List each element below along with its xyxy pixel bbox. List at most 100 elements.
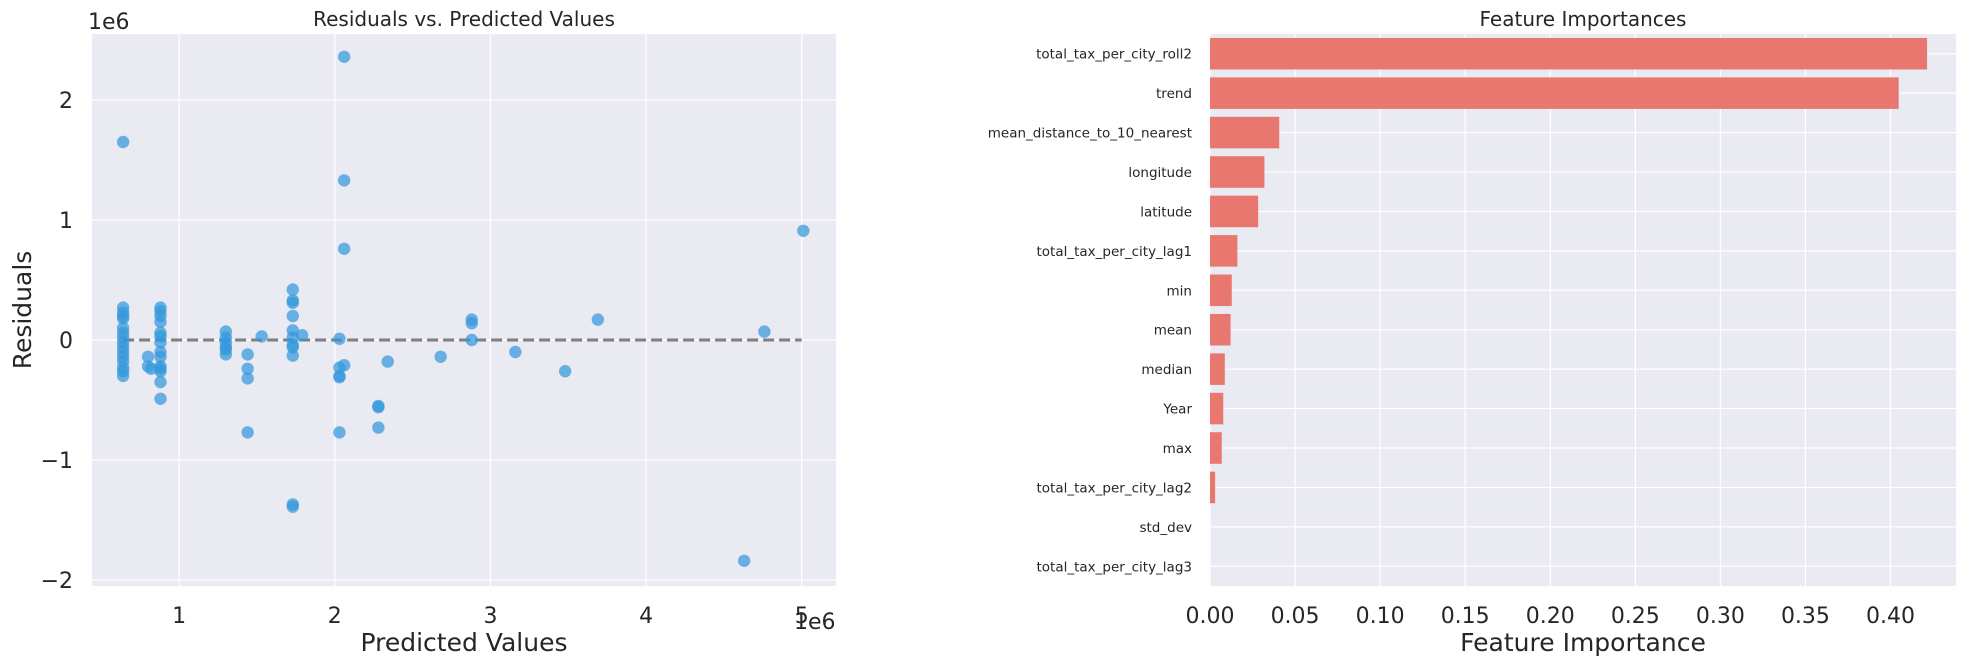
residual-point <box>241 426 254 439</box>
feature-label: min <box>1167 283 1192 299</box>
residual-point <box>381 355 394 368</box>
residual-point <box>286 283 299 296</box>
residual-point <box>333 426 346 439</box>
residual-points <box>116 50 810 567</box>
importance-bar <box>1210 353 1225 385</box>
importance-bars <box>1210 37 1928 504</box>
residual-point <box>154 350 167 363</box>
x-tick-label: 3 <box>483 604 497 629</box>
feature-label: std_dev <box>1139 520 1192 536</box>
x-tick-label: 0.30 <box>1696 604 1745 629</box>
x-tick-label: 5 <box>795 604 809 629</box>
residual-point <box>286 349 299 362</box>
residual-point <box>337 50 351 63</box>
importance-bar <box>1210 195 1259 228</box>
x-tick-label: 0.40 <box>1866 604 1915 629</box>
y-tick-label: 0 <box>59 329 73 354</box>
x-tick-label: 1 <box>172 604 186 629</box>
feature-label: total_tax_per_city_roll2 <box>1036 47 1192 63</box>
feature-label: longitude <box>1128 165 1192 181</box>
residuals-x-ticks: 1 2 3 4 5 <box>172 604 809 629</box>
importance-plot-area <box>1210 34 1956 586</box>
residuals-x-label: Predicted Values <box>361 628 568 657</box>
feature-label: trend <box>1156 86 1192 102</box>
feature-label: max <box>1163 441 1192 457</box>
residual-point <box>255 330 268 343</box>
importance-bar <box>1210 77 1899 109</box>
residual-point <box>558 365 572 378</box>
residual-point <box>154 365 167 378</box>
residual-point <box>286 296 299 309</box>
feature-label: median <box>1141 362 1192 378</box>
feature-label: mean_distance_to_10_nearest <box>988 126 1192 142</box>
residuals-y-ticks: −2 −1 0 1 2 <box>41 89 73 594</box>
residuals-y-offset-label: 1e6 <box>88 10 130 35</box>
x-tick-label: 2 <box>328 604 342 629</box>
residual-point <box>372 421 385 434</box>
residual-point <box>286 309 299 323</box>
residual-point <box>154 375 167 389</box>
residual-point <box>337 242 351 255</box>
feature-label: Year <box>1162 402 1192 418</box>
x-tick-label: 0.20 <box>1526 604 1575 629</box>
residual-point <box>241 362 254 375</box>
residual-point <box>337 359 351 372</box>
residuals-chart: 1 2 3 4 5 −2 −1 0 1 2 Residuals vs. Predicted Va… <box>8 7 836 657</box>
residual-point <box>154 392 167 405</box>
feature-label: total_tax_per_city_lag1 <box>1037 244 1193 260</box>
x-tick-label: 0.05 <box>1271 604 1320 629</box>
y-tick-label: 1 <box>59 209 73 234</box>
feature-label: total_tax_per_city_lag2 <box>1037 480 1193 496</box>
residual-point <box>295 329 309 342</box>
x-tick-label: 0.00 <box>1186 604 1235 629</box>
feature-label: mean <box>1154 323 1192 339</box>
importance-title: Feature Importances <box>1480 7 1687 31</box>
x-tick-label: 0.25 <box>1611 604 1660 629</box>
residual-point <box>434 350 447 363</box>
residual-point <box>116 369 130 383</box>
x-tick-label: 0.35 <box>1781 604 1830 629</box>
residuals-x-offset-label: 1e6 <box>794 610 836 635</box>
x-tick-label: 0.10 <box>1356 604 1405 629</box>
residual-point <box>797 224 810 237</box>
residuals-title: Residuals vs. Predicted Values <box>313 7 615 31</box>
residual-point <box>286 500 299 513</box>
residual-point <box>241 348 254 361</box>
residual-point <box>154 336 167 349</box>
residuals-y-label: Residuals <box>8 251 37 370</box>
importance-bar <box>1210 274 1232 307</box>
importance-x-ticks: 0.00 0.05 0.10 0.15 0.20 0.25 0.30 0.35 0.40 <box>1186 604 1915 629</box>
residual-point <box>737 554 751 567</box>
residual-point <box>241 372 254 385</box>
residual-point <box>141 350 155 363</box>
y-tick-label: −2 <box>41 569 73 594</box>
residuals-gridlines <box>92 34 836 586</box>
feature-label: total_tax_per_city_lag3 <box>1037 559 1193 575</box>
importance-bar <box>1210 235 1238 267</box>
importance-bar <box>1210 116 1280 149</box>
residual-point <box>116 312 130 325</box>
importance-bar <box>1210 432 1222 464</box>
residual-point <box>465 317 478 330</box>
y-tick-label: 2 <box>59 89 73 114</box>
importance-x-label: Feature Importance <box>1460 628 1706 657</box>
x-tick-label: 0.15 <box>1441 604 1490 629</box>
importance-bar <box>1210 471 1216 504</box>
residual-point <box>154 315 167 329</box>
x-tick-label: 4 <box>639 604 653 629</box>
residual-point <box>333 332 346 345</box>
importance-bar <box>1210 37 1928 70</box>
residual-point <box>591 313 605 326</box>
importance-bar <box>1210 313 1231 346</box>
residual-point <box>465 333 478 347</box>
residuals-plot-area <box>92 34 836 586</box>
residual-point <box>372 401 385 414</box>
importance-bar <box>1210 156 1265 188</box>
y-tick-label: −1 <box>41 449 73 474</box>
feature-label: latitude <box>1140 204 1192 220</box>
residual-point <box>509 345 522 359</box>
residual-point <box>337 174 351 187</box>
